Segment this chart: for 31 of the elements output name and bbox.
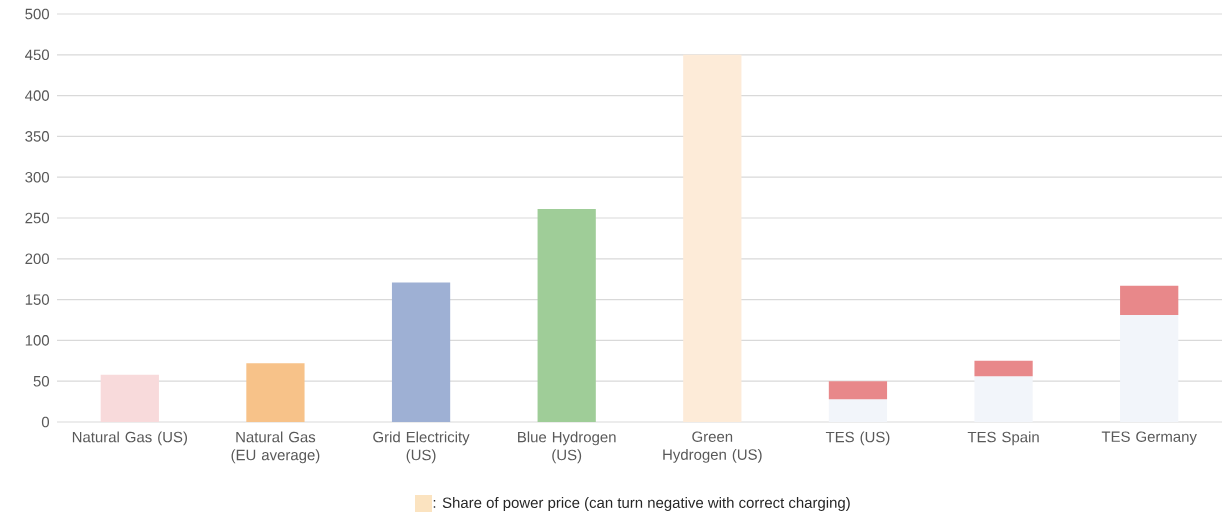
bar bbox=[683, 54, 742, 422]
bar bbox=[537, 209, 596, 422]
y-tick-label: 200 bbox=[25, 253, 50, 265]
y-tick-label: 450 bbox=[25, 49, 50, 61]
x-tick-label: TES Germany bbox=[1101, 431, 1197, 445]
y-tick-label: 250 bbox=[25, 212, 50, 224]
y-tick-label: 50 bbox=[33, 375, 50, 387]
x-tick-label: TES Spain bbox=[967, 431, 1039, 446]
y-tick-label: 100 bbox=[25, 335, 50, 346]
bar bbox=[1120, 315, 1179, 422]
bar bbox=[974, 360, 1033, 377]
y-tick-label: 300 bbox=[25, 171, 50, 183]
bar bbox=[1120, 285, 1179, 316]
bar bbox=[391, 282, 451, 422]
y-tick-label: 0 bbox=[41, 416, 50, 428]
bar bbox=[100, 374, 159, 422]
bar bbox=[828, 381, 888, 400]
x-tick-label: Blue Hydrogen (US) bbox=[518, 431, 616, 464]
x-tick-label: Natural Gas (US) bbox=[72, 431, 187, 446]
y-tick-label: 500 bbox=[25, 8, 50, 20]
text: : Share of power price (can turn negative with correct charging) bbox=[433, 497, 850, 511]
x-tick-label: Grid Electricity (US) bbox=[373, 431, 470, 464]
y-tick-label: 350 bbox=[25, 131, 50, 142]
bar bbox=[828, 399, 888, 422]
y-tick-label: 150 bbox=[25, 294, 50, 305]
bar bbox=[974, 376, 1033, 422]
x-tick-label: TES (US) bbox=[825, 431, 890, 446]
x-tick-label: Natural Gas (EU average) bbox=[231, 431, 320, 464]
bar bbox=[246, 363, 305, 422]
y-tick-label: 400 bbox=[25, 90, 50, 101]
x-tick-label: Green Hydrogen (US) bbox=[663, 431, 762, 463]
